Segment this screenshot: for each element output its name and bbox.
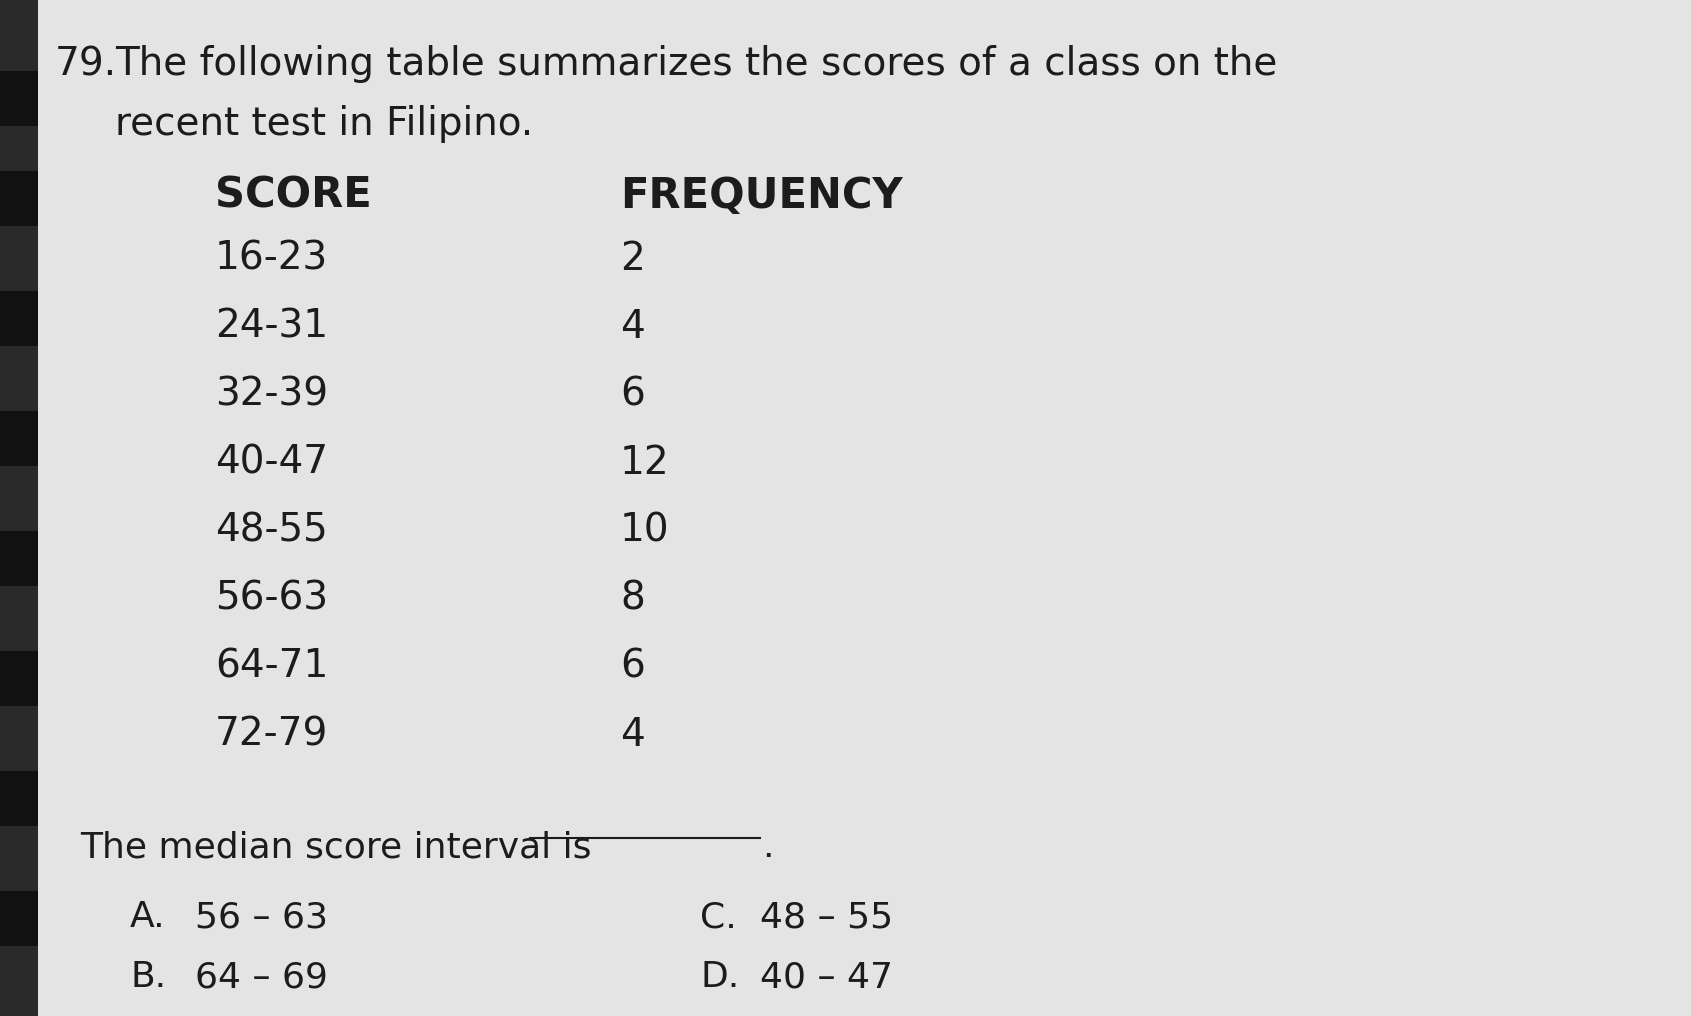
Text: 48-55: 48-55	[215, 512, 328, 550]
Text: 64-71: 64-71	[215, 648, 328, 686]
Bar	[0, 71, 37, 126]
Text: B.: B.	[130, 960, 166, 994]
Text: 32-39: 32-39	[215, 376, 328, 414]
Text: 12: 12	[621, 444, 670, 482]
Text: 8: 8	[621, 580, 644, 618]
Text: 16-23: 16-23	[215, 240, 328, 278]
Bar	[0, 171, 37, 226]
Text: 56-63: 56-63	[215, 580, 328, 618]
Bar	[0, 651, 37, 706]
Text: 10: 10	[621, 512, 670, 550]
Text: 6: 6	[621, 648, 644, 686]
Text: 6: 6	[621, 376, 644, 414]
Text: 4: 4	[621, 308, 644, 346]
Text: C.: C.	[700, 900, 737, 934]
Text: 56 – 63: 56 – 63	[194, 900, 328, 934]
Text: The median score interval is: The median score interval is	[79, 830, 592, 864]
Text: A.: A.	[130, 900, 166, 934]
Text: recent test in Filipino.: recent test in Filipino.	[115, 105, 533, 143]
Text: 64 – 69: 64 – 69	[194, 960, 328, 994]
Text: 2: 2	[621, 240, 644, 278]
Bar	[0, 291, 37, 346]
Bar	[0, 891, 37, 946]
Text: 48 – 55: 48 – 55	[759, 900, 893, 934]
Text: .: .	[763, 830, 773, 864]
Text: SCORE: SCORE	[215, 175, 372, 217]
Bar	[0, 531, 37, 586]
Text: 72-79: 72-79	[215, 716, 328, 754]
Bar	[0, 771, 37, 826]
Text: 24-31: 24-31	[215, 308, 328, 346]
Text: 79.: 79.	[56, 45, 117, 83]
Text: The following table summarizes the scores of a class on the: The following table summarizes the score…	[115, 45, 1277, 83]
Bar	[0, 0, 37, 1016]
Text: 4: 4	[621, 716, 644, 754]
Text: 40-47: 40-47	[215, 444, 328, 482]
Text: D.: D.	[700, 960, 739, 994]
Text: FREQUENCY: FREQUENCY	[621, 175, 903, 217]
Text: 40 – 47: 40 – 47	[759, 960, 893, 994]
Bar	[0, 411, 37, 466]
